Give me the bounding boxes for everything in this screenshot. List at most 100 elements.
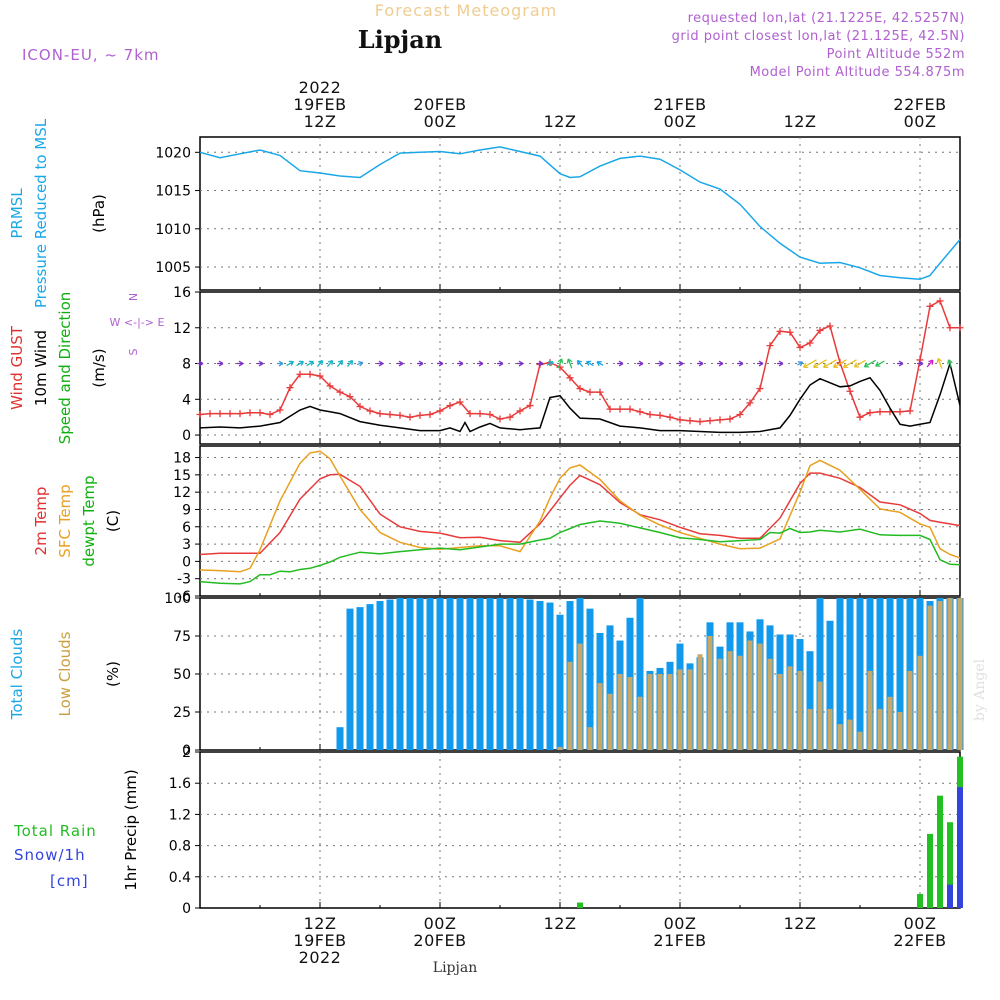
series-line bbox=[199, 146, 961, 281]
wind-arrow bbox=[277, 360, 284, 367]
gust-marker bbox=[866, 409, 874, 417]
clouds-bar bbox=[897, 712, 903, 750]
clouds-bar bbox=[586, 608, 594, 750]
gust-marker bbox=[716, 416, 724, 424]
wind-arrow bbox=[397, 360, 404, 367]
clouds-bar bbox=[857, 731, 863, 750]
precip-legend-1: Snow/1h bbox=[14, 846, 86, 864]
y-tick-label: 0 bbox=[182, 554, 191, 570]
wind-arrow bbox=[832, 359, 847, 369]
clouds-bar bbox=[826, 620, 834, 750]
precip-bar bbox=[957, 787, 963, 908]
gust-marker bbox=[276, 406, 284, 414]
clouds-bar bbox=[466, 598, 474, 750]
wind-arrow bbox=[657, 360, 664, 367]
wind-arrow bbox=[875, 360, 885, 367]
gust-marker bbox=[806, 339, 814, 347]
clouds-bar bbox=[386, 599, 394, 750]
temperature-title-2: dewpt Temp bbox=[80, 475, 98, 566]
clouds-bar bbox=[856, 598, 864, 750]
gust-marker bbox=[846, 387, 854, 395]
clouds-bar bbox=[806, 651, 814, 750]
time-label: 12Z bbox=[544, 914, 577, 933]
series-line bbox=[199, 360, 961, 434]
clouds-bar bbox=[506, 598, 514, 750]
gust-marker bbox=[246, 409, 254, 417]
y-tick-label: 8 bbox=[182, 357, 191, 373]
wind-arrow bbox=[537, 360, 544, 367]
clouds-bar bbox=[836, 598, 844, 750]
pressure-panel: 1005 1010 1015 1020 bbox=[155, 136, 961, 291]
clouds-bar bbox=[927, 605, 933, 750]
clouds-bar bbox=[366, 604, 374, 750]
gust-marker bbox=[516, 407, 524, 415]
y-tick-label: 0 bbox=[182, 743, 191, 759]
clouds-bar bbox=[787, 666, 793, 750]
wind-arrow bbox=[797, 361, 804, 367]
gust-marker bbox=[576, 385, 584, 393]
compass-west-east: W <-|-> E bbox=[110, 316, 165, 329]
wind-arrow bbox=[717, 360, 724, 367]
series-line bbox=[199, 520, 961, 585]
gust-marker bbox=[956, 324, 964, 332]
location-title: Lipjan bbox=[358, 25, 442, 54]
clouds-bar bbox=[807, 708, 813, 750]
gust-marker bbox=[286, 384, 294, 392]
clouds-bar bbox=[687, 669, 693, 750]
model-label: ICON-EU, ~ 7km bbox=[22, 46, 160, 64]
gust-marker bbox=[726, 415, 734, 423]
wind-arrow bbox=[517, 360, 524, 367]
clouds-bar bbox=[436, 598, 444, 750]
y-tick-label: 75 bbox=[173, 629, 191, 645]
wind-arrow bbox=[677, 360, 684, 367]
clouds-bar bbox=[747, 640, 753, 750]
wind-arrow bbox=[546, 361, 554, 367]
clouds-bar bbox=[376, 601, 384, 750]
precip-bar bbox=[947, 884, 953, 908]
gust-marker bbox=[606, 405, 614, 413]
y-tick-label: 1010 bbox=[155, 222, 191, 238]
gust-marker bbox=[496, 415, 504, 423]
precip-legend-2: [cm] bbox=[50, 872, 89, 890]
y-tick-label: 0.4 bbox=[169, 870, 191, 886]
gust-marker bbox=[796, 343, 804, 351]
wind-arrow bbox=[326, 359, 334, 368]
gust-marker bbox=[416, 411, 424, 419]
pressure-title-0: PRMSL bbox=[8, 188, 26, 239]
y-tick-label: 100 bbox=[164, 591, 191, 607]
time-label: 00Z bbox=[424, 914, 457, 933]
wind-arrow bbox=[697, 360, 704, 367]
clouds-bar bbox=[346, 608, 354, 750]
gust-marker bbox=[906, 407, 914, 415]
wind-arrow bbox=[377, 360, 384, 367]
clouds-bar bbox=[867, 670, 873, 750]
clouds-bar bbox=[627, 677, 633, 750]
clouds-bar bbox=[817, 681, 823, 750]
pressure-title-1: Pressure Reduced to MSL bbox=[32, 118, 50, 308]
wind-arrow bbox=[926, 359, 934, 368]
clouds-bar bbox=[727, 651, 733, 750]
y-tick-label: 0 bbox=[182, 428, 191, 444]
gust-marker bbox=[346, 393, 354, 401]
clouds-bar bbox=[737, 655, 743, 750]
gust-marker bbox=[526, 402, 534, 410]
point-altitude: Point Altitude 552m bbox=[827, 47, 965, 62]
gust-marker bbox=[216, 410, 224, 418]
compass-north: N bbox=[127, 293, 140, 301]
clouds-bar bbox=[516, 598, 524, 750]
clouds-bar bbox=[336, 727, 344, 750]
temperature-frame bbox=[199, 445, 961, 597]
gust-marker bbox=[666, 413, 674, 421]
y-tick-label: 12 bbox=[173, 485, 191, 501]
gust-marker bbox=[506, 413, 514, 421]
clouds-bar bbox=[587, 727, 593, 750]
y-tick-label: 18 bbox=[173, 451, 191, 467]
time-label: 21FEB bbox=[653, 95, 706, 114]
gust-marker bbox=[856, 413, 864, 421]
gust-marker bbox=[406, 413, 414, 421]
gust-marker bbox=[206, 410, 214, 418]
clouds-bar bbox=[667, 674, 673, 750]
gust-marker bbox=[776, 327, 784, 335]
